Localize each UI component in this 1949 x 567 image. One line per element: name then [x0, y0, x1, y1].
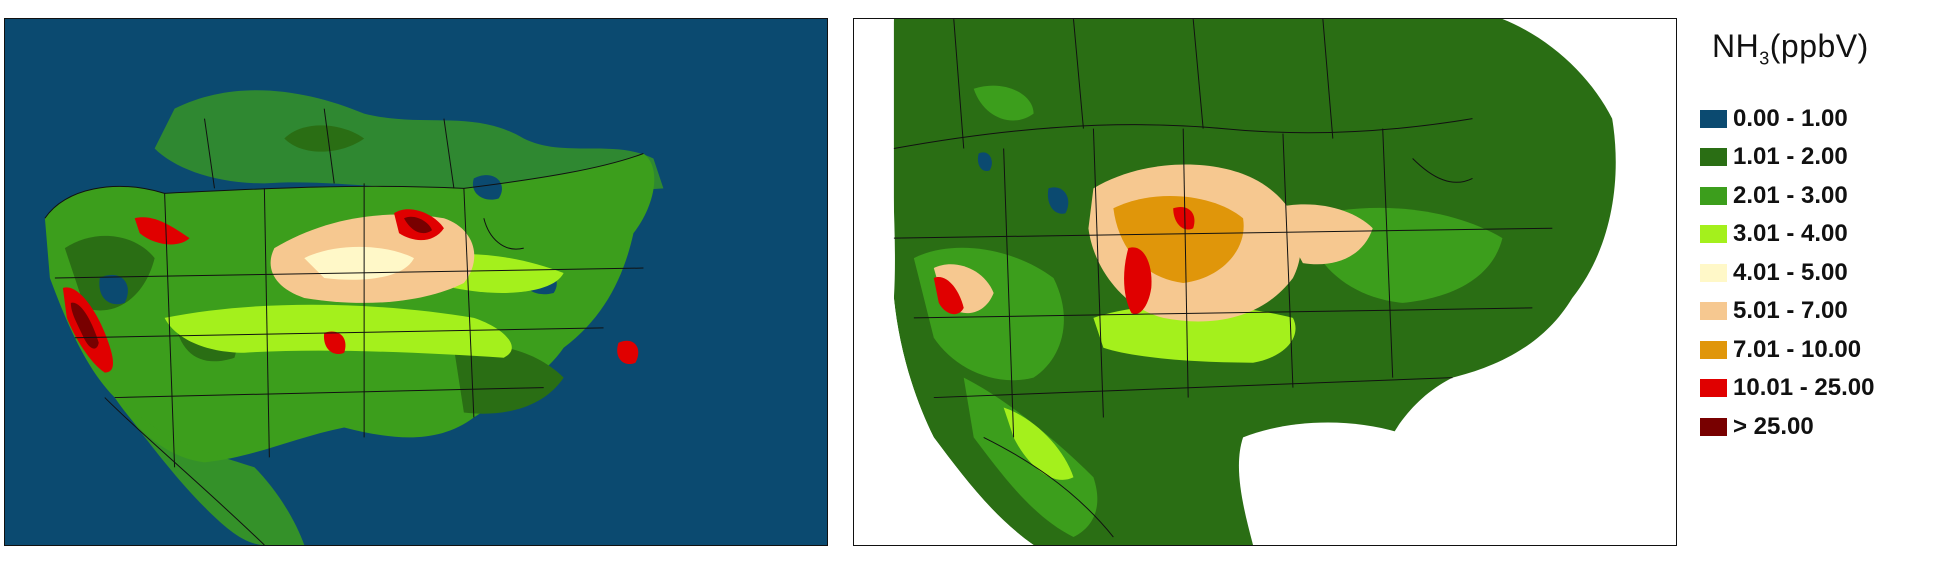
- legend-row: 2.01 - 3.00: [1700, 176, 1945, 215]
- legend-swatch: [1700, 379, 1727, 398]
- legend-label: 5.01 - 7.00: [1733, 297, 1848, 325]
- right-ammonia-map: [853, 18, 1677, 546]
- legend-swatch: [1700, 225, 1727, 244]
- land-mexico: [114, 397, 305, 545]
- legend-row: 1.01 - 2.00: [1700, 138, 1945, 177]
- map-borders-right: [893, 19, 1553, 538]
- left-map-graphic: [44, 90, 664, 545]
- left-ammonia-map: [4, 18, 828, 546]
- right-map-graphic: [854, 19, 1616, 545]
- hotspot-high-plains: [1124, 247, 1152, 315]
- legend-row: > 25.00: [1700, 407, 1945, 446]
- ammonia-legend: NH3(ppbV) 0.00 - 1.00 1.01 - 2.00 2.01 -…: [1700, 28, 1945, 446]
- legend-row: 0.00 - 1.00: [1700, 99, 1945, 138]
- legend-swatch: [1700, 302, 1727, 321]
- legend-title-main: NH: [1712, 28, 1760, 64]
- legend-swatch: [1700, 340, 1727, 359]
- legend-label: > 25.00: [1733, 412, 1814, 440]
- legend-row: 7.01 - 10.00: [1700, 330, 1945, 369]
- hotspot-central-valley-right: [933, 277, 964, 315]
- legend-swatch: [1700, 109, 1727, 128]
- legend-row: 10.01 - 25.00: [1700, 369, 1945, 408]
- legend-label: 7.01 - 10.00: [1733, 335, 1862, 363]
- legend-label: 4.01 - 5.00: [1733, 258, 1848, 286]
- legend-label: 3.01 - 4.00: [1733, 220, 1848, 248]
- legend-label: 1.01 - 2.00: [1733, 143, 1848, 171]
- legend-title-unit: (ppbV): [1769, 28, 1869, 64]
- legend-label: 2.01 - 3.00: [1733, 181, 1848, 209]
- legend-swatch: [1700, 263, 1727, 282]
- legend-row: 4.01 - 5.00: [1700, 253, 1945, 292]
- map-borders-left: [44, 108, 644, 545]
- legend-swatch: [1700, 417, 1727, 436]
- legend-swatch: [1700, 186, 1727, 205]
- legend-swatch: [1700, 148, 1727, 167]
- legend-row: 3.01 - 4.00: [1700, 215, 1945, 254]
- legend-row: 5.01 - 7.00: [1700, 292, 1945, 331]
- land-canada-patches: [154, 90, 664, 190]
- legend-title-subscript: 3: [1759, 48, 1770, 69]
- legend-label: 10.01 - 25.00: [1733, 374, 1875, 402]
- legend-title: NH3(ppbV): [1712, 28, 1945, 69]
- legend-label: 0.00 - 1.00: [1733, 104, 1848, 132]
- legend-rows: 0.00 - 1.00 1.01 - 2.00 2.01 - 3.00 3.01…: [1700, 99, 1945, 446]
